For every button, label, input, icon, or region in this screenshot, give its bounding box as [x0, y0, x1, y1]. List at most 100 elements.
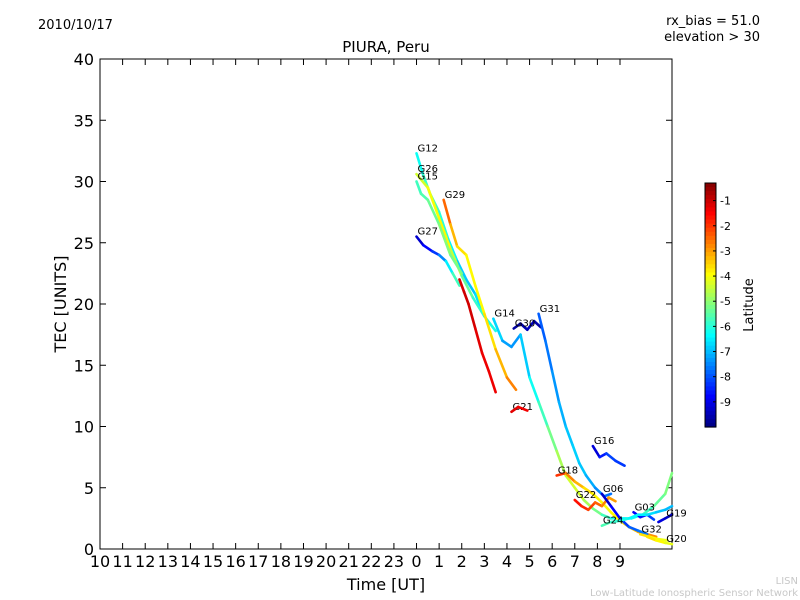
colorbar-segment [705, 398, 716, 404]
series-segment-g29 [494, 348, 509, 379]
series-segment-g16 [614, 459, 626, 468]
colorbar-tick-label: -6 [720, 320, 731, 333]
colorbar-segment [705, 292, 716, 298]
series-label-g27: G27 [418, 227, 438, 238]
colorbar-tick-label: -1 [720, 195, 731, 208]
series-segment-g24 [654, 508, 667, 514]
colorbar-segment [705, 215, 716, 221]
colorbar-segment [705, 187, 716, 192]
series-segment-g26 [437, 216, 452, 251]
colorbar-segment [705, 410, 716, 416]
series-label-g14: G14 [494, 309, 514, 320]
series-segment-g29 [449, 223, 459, 248]
series-segment-g16 [605, 452, 617, 463]
colorbar-tick-label: -7 [720, 346, 731, 359]
series-label-g22: G22 [576, 490, 596, 501]
y-tick-label: 10 [74, 418, 94, 437]
colorbar-segment [705, 386, 716, 391]
series-segment-g15 [415, 180, 423, 196]
series-segment-g22 [573, 498, 583, 508]
x-tick-label: 13 [158, 552, 178, 571]
x-tick-label: 5 [524, 552, 534, 571]
x-tick-label: 6 [547, 552, 557, 571]
series-segment-g14 [652, 492, 667, 508]
colorbar-segment [705, 191, 716, 196]
colorbar-segment [705, 333, 716, 339]
x-tick-label: 14 [180, 552, 200, 571]
series-segment-g12 [446, 237, 459, 263]
y-tick-label: 20 [74, 295, 94, 314]
x-tick-label: 10 [90, 552, 110, 571]
colorbar-segment [705, 284, 716, 290]
colorbar-segment [705, 248, 716, 253]
series-label-g32: G32 [641, 524, 661, 535]
colorbar-tick-label: -8 [720, 371, 731, 384]
colorbar-segment [705, 195, 716, 200]
series-segment-g32 [657, 537, 669, 542]
series-segment-g14 [510, 333, 522, 349]
colorbar-segment [705, 203, 716, 208]
x-tick-label: 15 [203, 552, 223, 571]
bias-elevation-label: rx_bias = 51.0 elevation > 30 [664, 14, 760, 46]
colorbar-segment [705, 382, 716, 387]
series-label-g16: G16 [594, 436, 614, 447]
x-tick-label: 19 [293, 552, 313, 571]
series-segment-g24 [627, 513, 640, 520]
colorbar-segment [705, 211, 716, 217]
colorbar-segment [705, 325, 716, 330]
y-axis-label: TEC [UNITS] [51, 256, 70, 354]
x-axis-label: Time [UT] [346, 575, 425, 594]
series-segment-g20 [654, 539, 667, 545]
x-tick-label: 20 [316, 552, 336, 571]
series-segment-g24 [600, 520, 613, 528]
colorbar-segment [705, 288, 716, 294]
colorbar-segment [705, 244, 716, 249]
series-segment-g21 [467, 302, 477, 330]
series-segment-g31 [584, 474, 597, 490]
colorbar-segment [705, 321, 716, 326]
colorbar-segment [705, 337, 716, 343]
series-segment-g30 [532, 319, 543, 329]
colorbar-segment [705, 366, 716, 371]
colorbar-segment [705, 223, 716, 229]
x-tick-label: 2 [457, 552, 467, 571]
colorbar-label: Latitude [742, 278, 757, 332]
series-segment-g12 [455, 259, 468, 281]
series-segment-g15 [426, 198, 441, 226]
x-tick-label: 17 [248, 552, 268, 571]
series-label-g18: G18 [558, 466, 578, 477]
series-segment-g27 [415, 235, 425, 247]
colorbar-segment [705, 199, 716, 204]
series-segment-g15 [437, 223, 452, 257]
x-tick-label: 7 [570, 552, 580, 571]
series-segment-g18 [582, 486, 595, 496]
colorbar-segment [705, 231, 716, 237]
series-label-g15: G15 [418, 172, 438, 183]
series-segment-g30 [512, 322, 522, 330]
colorbar-segment [705, 353, 716, 359]
colorbar-segment [705, 219, 716, 225]
series-segment-g29 [455, 245, 468, 257]
colorbar-segment [705, 418, 716, 424]
series-segment-g14 [546, 425, 558, 453]
colorbar-segment [705, 361, 716, 367]
colorbar-segment [705, 276, 716, 282]
series-label-g12: G12 [418, 143, 438, 154]
colorbar-tick-label: -2 [720, 220, 731, 233]
series-segment-g14 [573, 486, 586, 502]
series-segment-g26 [460, 274, 475, 300]
colorbar-segment [705, 317, 716, 322]
colorbar-segment [705, 341, 716, 347]
series-segment-g18 [645, 532, 658, 539]
x-tick-label: 22 [361, 552, 381, 571]
series-segment-g24 [618, 517, 631, 523]
series-segment-g30 [526, 319, 536, 332]
series-segment-g21b [510, 405, 520, 414]
series-label-g19: G19 [666, 508, 686, 519]
series-segment-g06 [600, 492, 613, 508]
series-segment-g14 [564, 474, 577, 490]
y-tick-label: 15 [74, 356, 94, 375]
colorbar-segment [705, 227, 716, 233]
series-segment-g26 [471, 296, 486, 318]
y-tick-label: 0 [84, 540, 94, 559]
